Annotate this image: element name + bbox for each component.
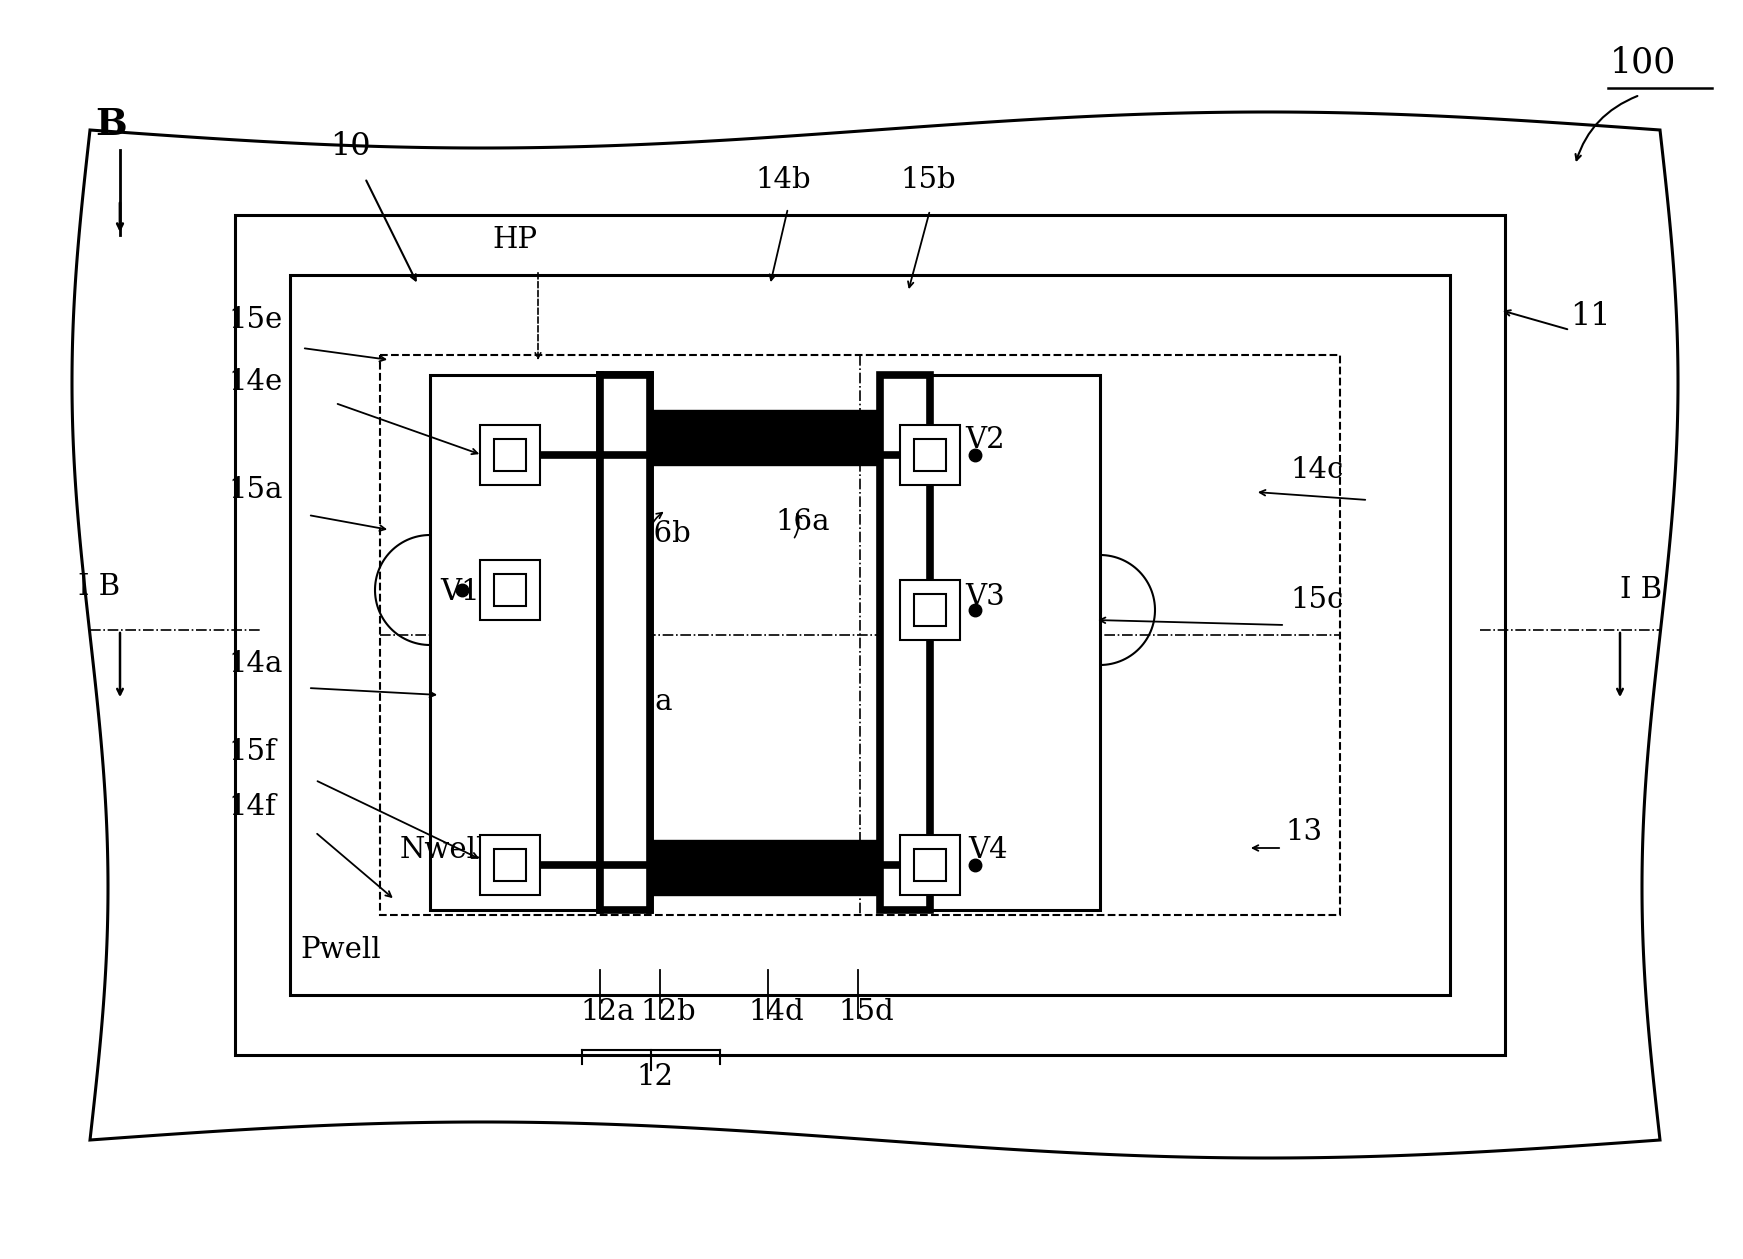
Text: 15e: 15e [228,306,282,334]
Text: 100: 100 [1611,45,1677,79]
Bar [899,835,960,895]
Bar [479,835,540,895]
Text: 13a: 13a [619,687,673,716]
Text: 15f: 15f [228,738,275,765]
Bar [880,375,1100,910]
Text: 12a: 12a [580,998,634,1026]
Text: 15a: 15a [228,476,282,504]
Bar [913,594,946,626]
Bar [431,375,650,910]
Bar [380,355,1340,915]
Bar [289,274,1450,995]
Bar [493,574,526,606]
Text: 15d: 15d [838,998,894,1026]
Text: V4: V4 [967,836,1007,864]
Text: Pwell: Pwell [300,935,380,964]
Bar [899,426,960,485]
Text: 16b: 16b [634,520,690,548]
Bar [479,426,540,485]
Bar [493,439,526,471]
Bar [235,215,1504,1055]
Text: HP: HP [492,227,537,254]
Text: 14a: 14a [228,650,282,679]
Text: 14f: 14f [228,793,275,821]
Text: 15c: 15c [1290,585,1344,614]
Text: 15b: 15b [899,166,955,194]
Bar [479,560,540,619]
Text: Nwell: Nwell [399,836,486,864]
Bar [913,849,946,881]
Bar [880,375,931,910]
Bar [650,410,880,465]
Bar [650,840,880,895]
Text: V3: V3 [966,583,1004,611]
Text: 10: 10 [329,131,371,162]
Text: V2: V2 [966,426,1004,454]
Text: V1: V1 [439,578,479,606]
Text: I B: I B [1619,577,1663,604]
Bar [899,580,960,640]
Text: 11: 11 [1570,301,1611,332]
Text: 16a: 16a [776,507,830,536]
Text: 12: 12 [636,1063,673,1092]
Text: B: B [96,106,127,144]
Text: 14c: 14c [1290,456,1344,483]
Text: 14d: 14d [748,998,804,1026]
Text: I B: I B [78,573,120,601]
Text: 14b: 14b [755,166,810,194]
Text: 13: 13 [1285,818,1323,846]
Bar [600,375,650,910]
Bar [493,849,526,881]
Bar [913,439,946,471]
Text: 14e: 14e [228,368,282,397]
Text: 12b: 12b [640,998,695,1026]
